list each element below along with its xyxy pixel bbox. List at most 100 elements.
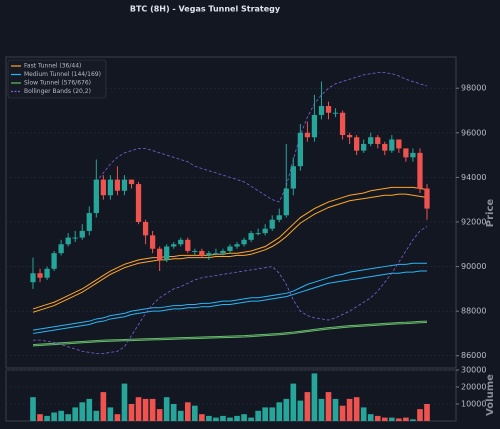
y-tick-label: 20000 xyxy=(461,383,486,392)
candle-body xyxy=(297,132,303,167)
candle-body xyxy=(79,230,85,238)
candle-body xyxy=(354,137,360,151)
volume-bar xyxy=(184,402,191,421)
candle-body xyxy=(178,239,184,245)
volume-bar xyxy=(367,414,374,421)
candle-body xyxy=(93,179,99,214)
legend-label: Fast Tunnel (36/44) xyxy=(24,63,81,70)
candle-body xyxy=(403,148,409,158)
y-tick-label: 90000 xyxy=(461,262,486,271)
candle-body xyxy=(58,244,64,254)
volume-bar xyxy=(339,405,346,421)
line-series xyxy=(32,186,428,310)
volume-bar xyxy=(51,412,57,421)
candle-body xyxy=(389,139,395,151)
volume-bar xyxy=(213,417,219,421)
volume-bar xyxy=(65,414,71,421)
candle-body xyxy=(142,221,149,236)
chart-title: BTC (8H) - Vegas Tunnel Strategy xyxy=(130,5,281,14)
y-tick-label: 86000 xyxy=(461,351,486,360)
candle-body xyxy=(72,237,78,239)
volume-bar xyxy=(227,417,233,421)
y-tick-label: 10000 xyxy=(461,400,486,409)
volume-bar xyxy=(290,383,297,421)
candle-body xyxy=(325,106,332,113)
candle-body xyxy=(368,137,374,144)
candle-body xyxy=(417,152,423,189)
volume-bar xyxy=(360,407,367,421)
price-panel xyxy=(5,56,457,369)
candle-body xyxy=(318,106,325,115)
volume-bar xyxy=(114,414,121,421)
volume-bar xyxy=(177,410,184,421)
volume-bar xyxy=(262,407,268,421)
candle-body xyxy=(424,188,430,209)
line-series xyxy=(32,322,428,347)
volume-bar xyxy=(396,418,402,421)
line-series xyxy=(32,193,428,313)
volume-bar xyxy=(424,404,430,421)
volume-bar xyxy=(318,398,325,421)
y-tick-label: 92000 xyxy=(461,217,486,226)
candle-body xyxy=(100,179,106,196)
volume-bar xyxy=(325,392,332,421)
volume-bar xyxy=(269,407,276,421)
line-series xyxy=(32,262,427,331)
volume-bar xyxy=(248,417,254,421)
volume-bar xyxy=(107,407,114,421)
y-tick-label: 94000 xyxy=(461,173,486,182)
volume-bar xyxy=(58,410,64,421)
volume-bar xyxy=(72,407,79,421)
volume-bar xyxy=(417,409,423,421)
candle-body xyxy=(382,143,388,151)
candle-body xyxy=(332,112,339,114)
candle-body xyxy=(311,114,318,138)
volume-bar xyxy=(410,419,416,421)
line-series xyxy=(33,226,428,354)
volume-bar xyxy=(381,417,388,421)
volume-bar xyxy=(121,383,128,421)
candle-body xyxy=(86,213,92,231)
volume-bar xyxy=(37,414,43,421)
candle-body xyxy=(255,233,261,235)
volume-bar xyxy=(100,392,107,421)
candle-body xyxy=(375,137,381,144)
volume-bar xyxy=(220,415,226,421)
candle-body xyxy=(283,188,289,216)
candle-body xyxy=(339,112,346,136)
candle-body xyxy=(37,273,43,278)
volume-bar xyxy=(86,398,93,421)
volume-bar xyxy=(93,410,100,421)
volume-bar xyxy=(283,398,290,421)
line-series xyxy=(32,270,427,334)
volume-bar xyxy=(149,398,156,421)
volume-bar xyxy=(311,373,318,421)
candle-body xyxy=(410,152,416,158)
y-tick-label: 98000 xyxy=(461,84,486,93)
line-series xyxy=(32,320,428,346)
volume-bar xyxy=(163,397,170,421)
candle-body xyxy=(248,233,254,240)
legend-box xyxy=(7,59,107,99)
candle-body xyxy=(164,246,170,260)
candle-body xyxy=(114,179,121,191)
volume-bar xyxy=(255,410,261,421)
candle-body xyxy=(51,253,57,269)
candle-body xyxy=(269,219,275,229)
candle-body xyxy=(192,250,198,252)
candle-body xyxy=(234,244,240,247)
volume-bar xyxy=(234,415,240,421)
legend-label: Slow Tunnel (576/676) xyxy=(24,80,91,87)
candle-body xyxy=(346,135,353,138)
volume-bar xyxy=(135,397,142,421)
candle-body xyxy=(121,179,128,191)
candle-body xyxy=(128,179,135,185)
volume-bar xyxy=(389,417,395,421)
volume-bar xyxy=(332,398,339,421)
legend-label: Medium Tunnel (144/169) xyxy=(24,71,101,78)
volume-bar xyxy=(142,398,149,421)
volume-bar xyxy=(44,415,50,421)
volume-bar xyxy=(206,415,212,421)
candle-body xyxy=(171,244,177,247)
candle-body xyxy=(227,246,233,251)
